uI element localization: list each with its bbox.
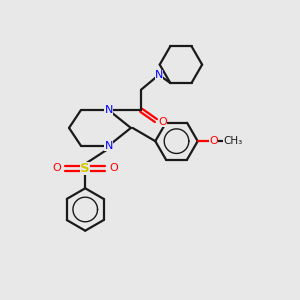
Text: N: N bbox=[105, 105, 113, 115]
Text: O: O bbox=[158, 117, 167, 127]
Text: O: O bbox=[109, 163, 118, 173]
Text: S: S bbox=[80, 162, 90, 175]
Text: N: N bbox=[105, 141, 113, 151]
Text: N: N bbox=[154, 70, 163, 80]
Text: O: O bbox=[52, 163, 61, 173]
Text: O: O bbox=[209, 136, 218, 146]
Text: CH₃: CH₃ bbox=[223, 136, 242, 146]
